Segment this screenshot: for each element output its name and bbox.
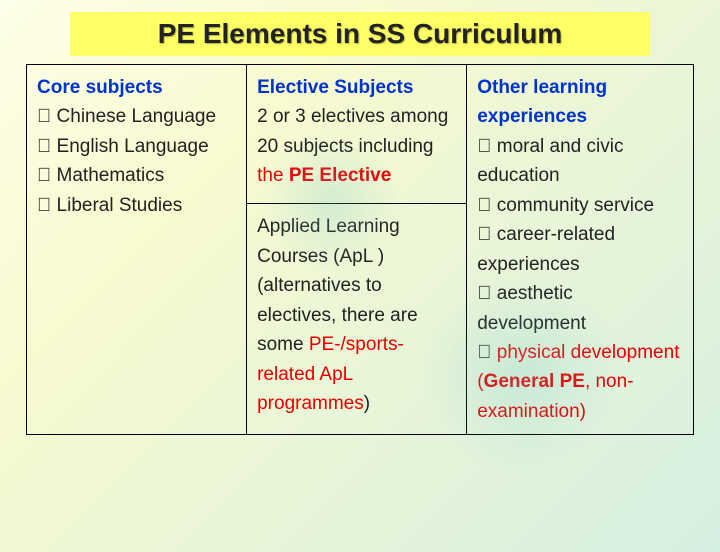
ole-item:  community service [477, 191, 683, 220]
bg-decoration [260, 132, 400, 272]
bg-decoration [420, 272, 620, 472]
ole-item:  moral and civic education [477, 132, 683, 191]
page-title: PE Elements in SS Curriculum [70, 18, 650, 50]
other-learning-header: Other learning experiences [477, 73, 683, 132]
core-item:  Mathematics [37, 161, 236, 190]
core-item:  Chinese Language [37, 102, 236, 131]
core-subjects-cell: Core subjects  Chinese Language  Engli… [27, 65, 247, 435]
apl-post: ) [364, 393, 370, 414]
title-bar: PE Elements in SS Curriculum [70, 12, 650, 56]
core-item:  English Language [37, 132, 236, 161]
core-subjects-header: Core subjects [37, 73, 236, 102]
core-item:  Liberal Studies [37, 191, 236, 220]
ole-item:  career-related experiences [477, 220, 683, 279]
elective-subjects-header: Elective Subjects [257, 73, 456, 102]
